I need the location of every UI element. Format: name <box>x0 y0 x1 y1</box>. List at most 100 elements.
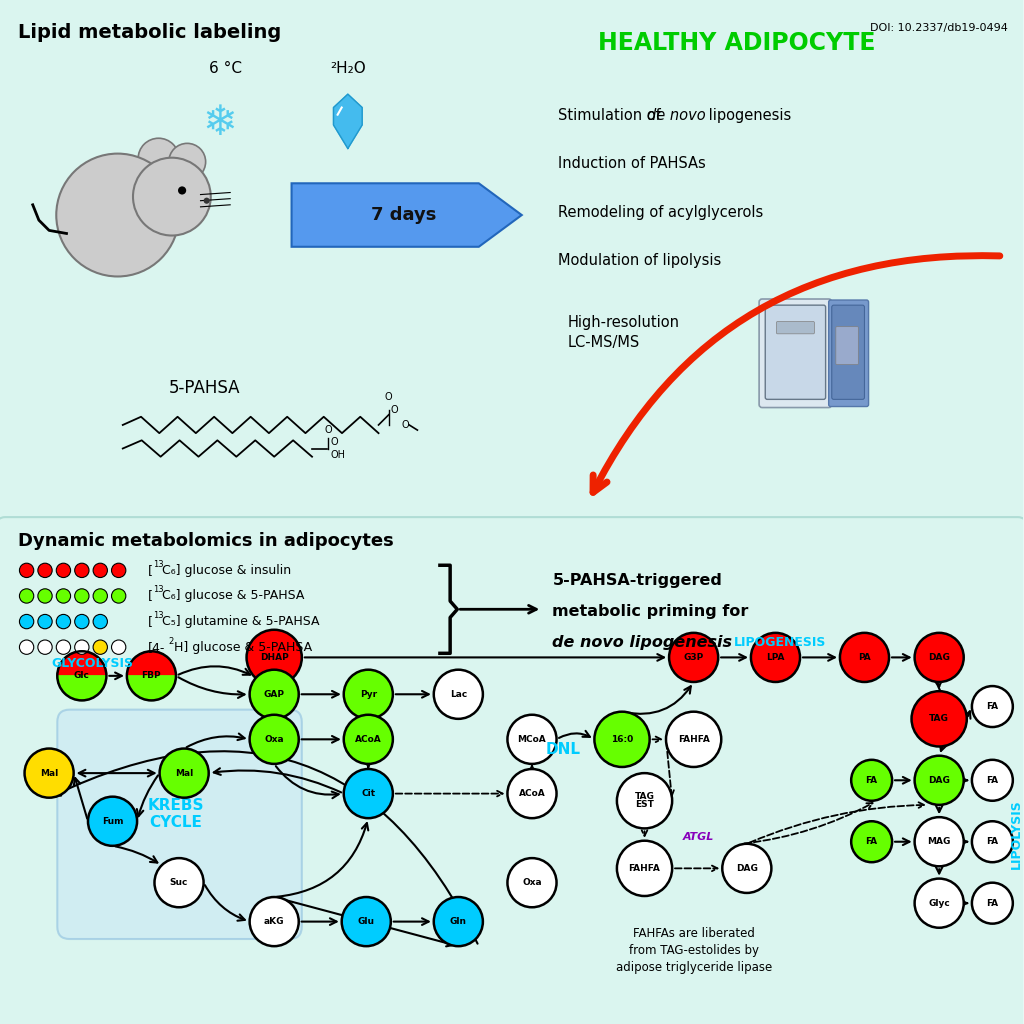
Text: C₆] glucose & 5-PAHSA: C₆] glucose & 5-PAHSA <box>162 590 304 602</box>
Text: 2: 2 <box>169 637 174 645</box>
Circle shape <box>38 589 52 603</box>
Text: TAG: TAG <box>929 715 949 723</box>
Text: MAG: MAG <box>928 838 951 846</box>
Text: DAG: DAG <box>736 864 758 872</box>
Text: LIPOGENESIS: LIPOGENESIS <box>733 636 825 648</box>
Text: Lac: Lac <box>450 690 467 698</box>
Circle shape <box>250 715 299 764</box>
Circle shape <box>972 821 1013 862</box>
Text: 13: 13 <box>154 560 164 568</box>
Circle shape <box>204 198 210 204</box>
FancyBboxPatch shape <box>759 299 831 408</box>
Text: 7 days: 7 days <box>372 206 437 224</box>
Circle shape <box>344 715 393 764</box>
Circle shape <box>751 633 800 682</box>
Text: High-resolution
LC-MS/MS: High-resolution LC-MS/MS <box>567 315 680 350</box>
Text: FA: FA <box>986 899 998 907</box>
Circle shape <box>160 749 209 798</box>
Text: 16:0: 16:0 <box>611 735 633 743</box>
Text: Modulation of lipolysis: Modulation of lipolysis <box>557 253 721 268</box>
Text: 5-PAHSA-triggered: 5-PAHSA-triggered <box>553 573 722 589</box>
Text: O: O <box>391 404 398 415</box>
Text: DHAP: DHAP <box>260 653 289 662</box>
Text: aKG: aKG <box>264 918 285 926</box>
Polygon shape <box>334 94 362 148</box>
Text: FAHFA: FAHFA <box>629 864 660 872</box>
Circle shape <box>669 633 718 682</box>
Text: O: O <box>385 392 392 402</box>
Text: [4-: [4- <box>148 641 166 653</box>
Polygon shape <box>127 651 176 676</box>
FancyBboxPatch shape <box>828 300 868 407</box>
Circle shape <box>851 760 892 801</box>
Circle shape <box>616 773 672 828</box>
Circle shape <box>911 691 967 746</box>
Text: OH: OH <box>331 450 345 460</box>
Text: DAG: DAG <box>928 653 950 662</box>
Circle shape <box>112 563 126 578</box>
Circle shape <box>19 614 34 629</box>
Text: ACoA: ACoA <box>518 790 546 798</box>
Text: DAG: DAG <box>928 776 950 784</box>
Text: FA: FA <box>865 776 878 784</box>
Text: DOI: 10.2337/db19-0494: DOI: 10.2337/db19-0494 <box>869 23 1008 33</box>
Text: Oxa: Oxa <box>264 735 284 743</box>
Text: GAP: GAP <box>263 690 285 698</box>
Text: Pyr: Pyr <box>359 690 377 698</box>
Text: Glyc: Glyc <box>929 899 950 907</box>
Text: Dynamic metabolomics in adipocytes: Dynamic metabolomics in adipocytes <box>18 532 394 551</box>
Text: 13: 13 <box>154 586 164 594</box>
Circle shape <box>344 670 393 719</box>
Circle shape <box>342 897 391 946</box>
FancyBboxPatch shape <box>0 0 1024 530</box>
Text: MCoA: MCoA <box>517 735 547 743</box>
Circle shape <box>508 858 556 907</box>
Text: Oxa: Oxa <box>522 879 542 887</box>
Polygon shape <box>57 651 106 676</box>
Text: Remodeling of acylglycerols: Remodeling of acylglycerols <box>557 205 763 220</box>
Text: [: [ <box>148 615 154 628</box>
Circle shape <box>38 563 52 578</box>
Circle shape <box>93 640 108 654</box>
FancyBboxPatch shape <box>0 517 1024 1024</box>
Circle shape <box>247 630 302 685</box>
FancyBboxPatch shape <box>831 305 864 399</box>
Text: Glu: Glu <box>357 918 375 926</box>
Circle shape <box>508 715 556 764</box>
Circle shape <box>112 589 126 603</box>
Circle shape <box>112 640 126 654</box>
Circle shape <box>250 897 299 946</box>
Text: LIPOLYSIS: LIPOLYSIS <box>1010 800 1022 869</box>
Text: Lipid metabolic labeling: Lipid metabolic labeling <box>18 23 282 42</box>
Text: GLYCOLYSIS: GLYCOLYSIS <box>51 657 133 670</box>
Circle shape <box>93 614 108 629</box>
Circle shape <box>93 589 108 603</box>
Text: Induction of PAHSAs: Induction of PAHSAs <box>557 156 706 171</box>
Text: ACoA: ACoA <box>355 735 382 743</box>
Circle shape <box>840 633 889 682</box>
FancyBboxPatch shape <box>776 322 814 334</box>
Text: FA: FA <box>986 838 998 846</box>
Circle shape <box>972 883 1013 924</box>
FancyBboxPatch shape <box>765 305 825 399</box>
Circle shape <box>38 640 52 654</box>
Circle shape <box>75 589 89 603</box>
Text: FAHFAs are liberated
from TAG-estolides by
adipose triglyceride lipase: FAHFAs are liberated from TAG-estolides … <box>615 927 772 974</box>
Text: lipogenesis: lipogenesis <box>703 108 792 123</box>
Text: Cit: Cit <box>361 790 376 798</box>
Circle shape <box>914 756 964 805</box>
Text: FA: FA <box>865 838 878 846</box>
Text: O: O <box>401 420 409 430</box>
Circle shape <box>56 589 71 603</box>
Circle shape <box>75 614 89 629</box>
Circle shape <box>914 879 964 928</box>
Text: FA: FA <box>986 776 998 784</box>
Text: O: O <box>331 437 338 447</box>
Text: FBP: FBP <box>141 672 161 680</box>
Circle shape <box>133 158 211 236</box>
Text: LPA: LPA <box>766 653 784 662</box>
FancyBboxPatch shape <box>57 710 302 939</box>
Text: Glc: Glc <box>74 672 90 680</box>
Text: O: O <box>325 425 332 435</box>
Text: ²H₂O: ²H₂O <box>330 61 366 77</box>
